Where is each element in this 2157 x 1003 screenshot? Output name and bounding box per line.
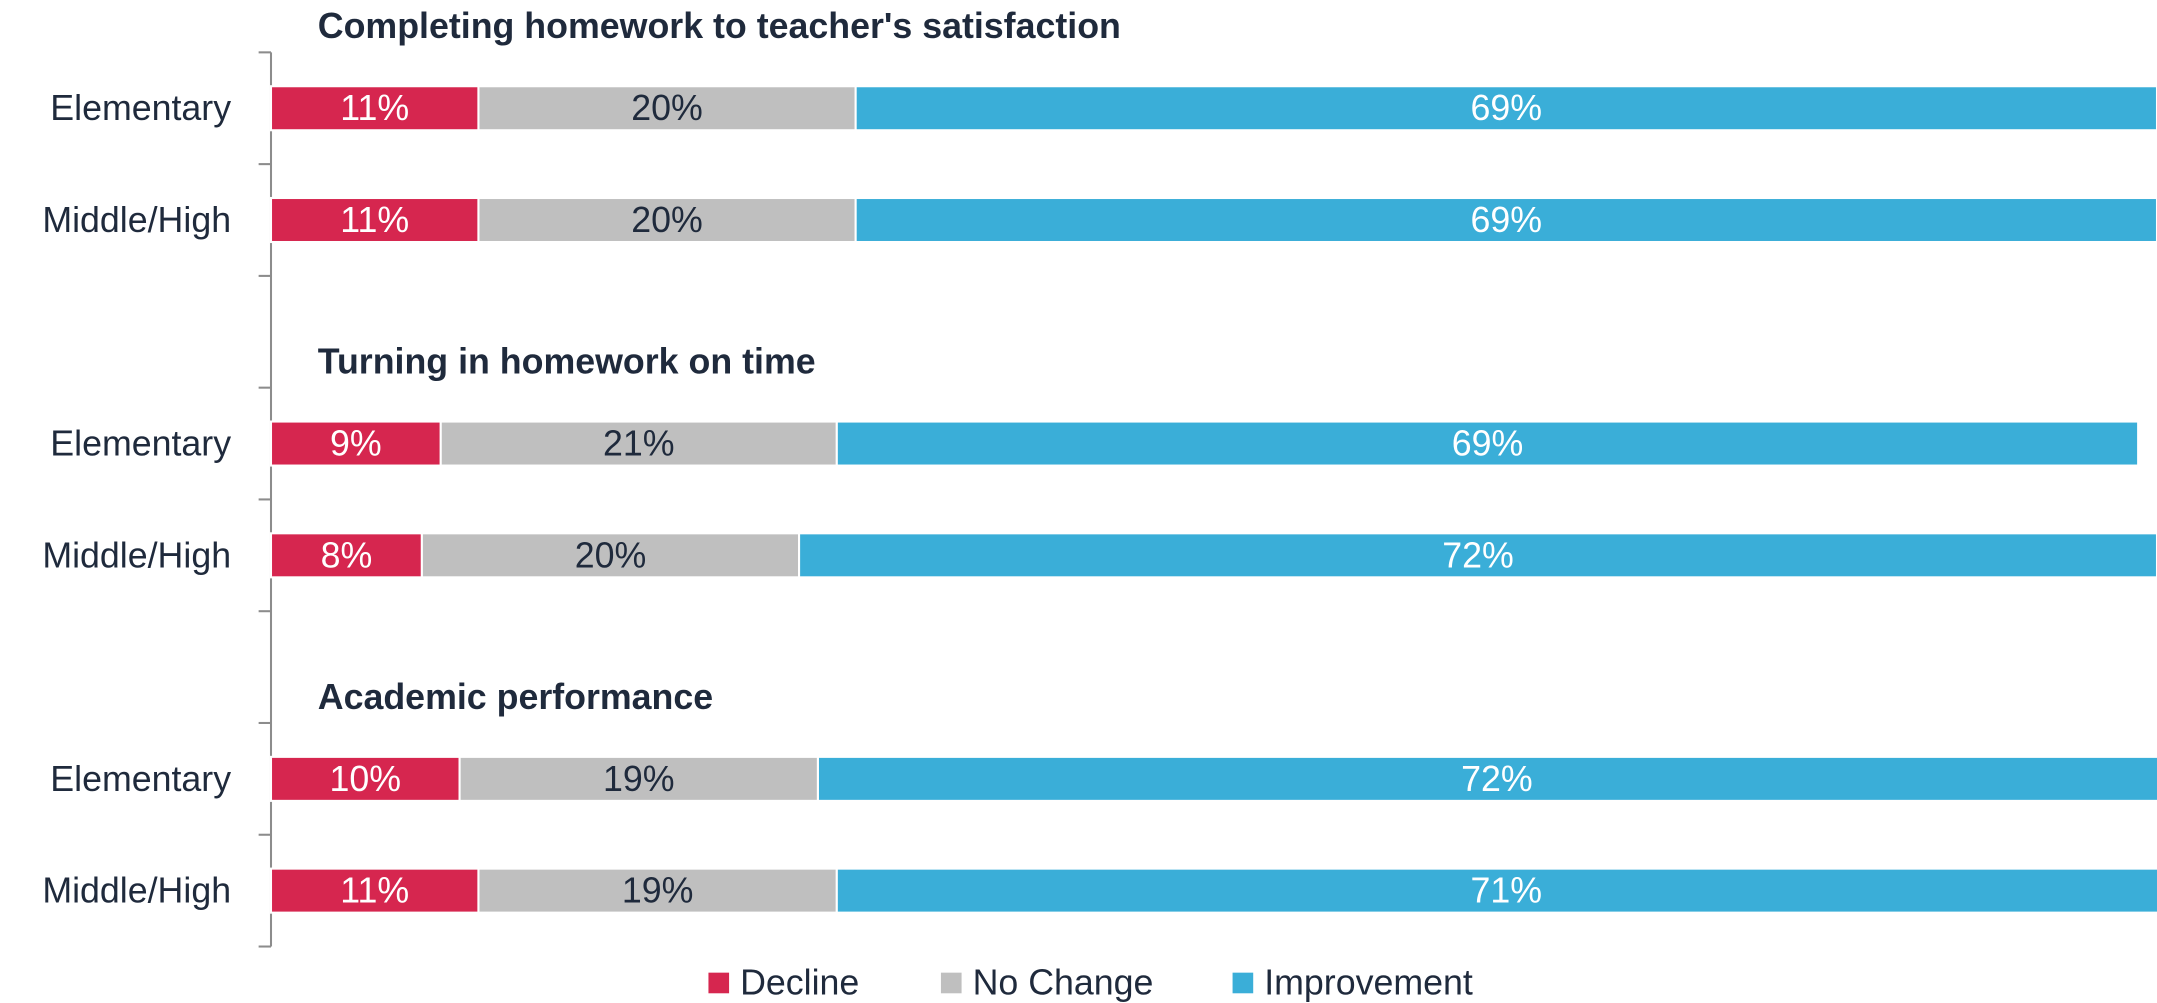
- value-label: 69%: [1471, 200, 1543, 240]
- legend-label: No Change: [973, 962, 1154, 1002]
- bar-segment: [269, 532, 423, 579]
- value-label: 72%: [1442, 535, 1514, 575]
- value-label: 8%: [321, 535, 373, 575]
- value-label: 9%: [330, 424, 382, 464]
- value-label: 21%: [603, 424, 675, 464]
- group-title: Academic performance: [318, 677, 713, 717]
- legend-swatch: [1232, 972, 1254, 994]
- bar-segment: [439, 420, 838, 467]
- legend-swatch: [708, 972, 730, 994]
- category-label: Elementary: [50, 759, 231, 799]
- value-label: 20%: [575, 535, 647, 575]
- value-label: 20%: [631, 200, 703, 240]
- legend-label: Improvement: [1264, 962, 1473, 1002]
- value-label: 71%: [1471, 871, 1543, 911]
- category-label: Elementary: [50, 424, 231, 464]
- bar-segment: [816, 755, 2157, 802]
- legend-swatch: [940, 972, 962, 994]
- category-label: Middle/High: [42, 200, 231, 240]
- value-label: 69%: [1471, 88, 1543, 128]
- bar-segment: [854, 85, 2157, 132]
- value-label: 11%: [340, 200, 409, 240]
- value-label: 11%: [340, 871, 409, 911]
- group-title: Turning in homework on time: [318, 342, 816, 382]
- value-label: 69%: [1452, 424, 1524, 464]
- legend-label: Decline: [740, 962, 859, 1002]
- value-label: 72%: [1461, 759, 1533, 799]
- bar-segment: [854, 196, 2157, 244]
- value-label: 10%: [330, 759, 402, 799]
- bar-segment: [835, 420, 2140, 467]
- value-label: 20%: [631, 88, 703, 128]
- value-label: 19%: [603, 759, 675, 799]
- category-label: Middle/High: [42, 871, 231, 911]
- bar-segment: [269, 755, 461, 802]
- category-label: Elementary: [50, 88, 231, 128]
- bar-segment: [477, 85, 857, 132]
- category-label: Middle/High: [42, 535, 231, 575]
- bar-segment: [835, 867, 2157, 914]
- bar-segment: [798, 532, 2157, 579]
- bar-segment: [477, 867, 838, 914]
- bar-segment: [269, 867, 480, 914]
- value-label: 19%: [622, 871, 694, 911]
- group-title: Completing homework to teacher's satisfa…: [318, 6, 1121, 46]
- value-label: 11%: [340, 88, 409, 128]
